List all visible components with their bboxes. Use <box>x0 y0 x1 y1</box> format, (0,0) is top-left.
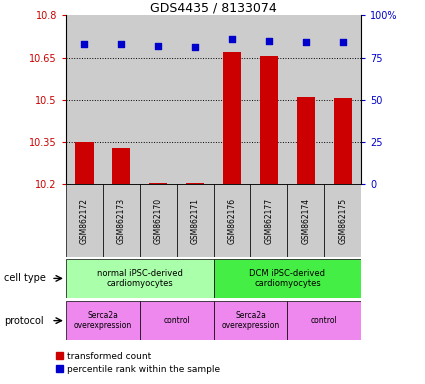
Bar <box>66 259 213 298</box>
Bar <box>223 52 241 184</box>
Bar <box>287 301 361 340</box>
Bar <box>140 15 177 184</box>
Bar <box>103 184 140 257</box>
Point <box>340 39 346 45</box>
Legend: transformed count, percentile rank within the sample: transformed count, percentile rank withi… <box>56 352 221 374</box>
Bar <box>213 184 250 257</box>
Bar <box>177 15 213 184</box>
Bar <box>66 184 103 257</box>
Bar <box>149 183 167 184</box>
Bar <box>334 98 352 184</box>
Text: GSM862171: GSM862171 <box>190 198 200 244</box>
Text: Serca2a
overexpression: Serca2a overexpression <box>74 311 132 330</box>
Point <box>81 41 88 47</box>
Point <box>192 45 198 51</box>
Bar <box>112 148 130 184</box>
Bar <box>66 15 103 184</box>
Bar <box>213 15 250 184</box>
Text: DCM iPSC-derived
cardiomyocytes: DCM iPSC-derived cardiomyocytes <box>249 269 326 288</box>
Point <box>155 43 162 49</box>
Bar <box>297 97 315 184</box>
Text: GSM862173: GSM862173 <box>117 198 126 244</box>
Text: protocol: protocol <box>4 316 44 326</box>
Text: GSM862175: GSM862175 <box>338 198 347 244</box>
Bar <box>250 184 287 257</box>
Point <box>266 38 272 44</box>
Bar <box>75 142 94 184</box>
Bar <box>213 301 287 340</box>
Point <box>118 41 125 47</box>
Bar <box>324 15 361 184</box>
Text: normal iPSC-derived
cardiomyocytes: normal iPSC-derived cardiomyocytes <box>97 269 183 288</box>
Text: control: control <box>311 316 338 325</box>
Bar <box>287 184 324 257</box>
Point <box>229 36 235 42</box>
Title: GDS4435 / 8133074: GDS4435 / 8133074 <box>150 1 277 14</box>
Bar <box>213 259 361 298</box>
Text: GSM862174: GSM862174 <box>301 198 310 244</box>
Bar <box>250 15 287 184</box>
Bar <box>140 301 213 340</box>
Text: GSM862176: GSM862176 <box>227 198 237 244</box>
Bar <box>324 184 361 257</box>
Bar <box>177 184 213 257</box>
Bar <box>260 56 278 184</box>
Text: cell type: cell type <box>4 273 46 283</box>
Text: control: control <box>163 316 190 325</box>
Text: GSM862172: GSM862172 <box>80 198 89 244</box>
Point <box>303 39 309 45</box>
Bar <box>103 15 140 184</box>
Bar <box>66 301 140 340</box>
Bar <box>287 15 324 184</box>
Bar <box>140 184 177 257</box>
Text: GSM862170: GSM862170 <box>154 198 163 244</box>
Text: GSM862177: GSM862177 <box>264 198 273 244</box>
Text: Serca2a
overexpression: Serca2a overexpression <box>221 311 280 330</box>
Bar <box>186 183 204 184</box>
